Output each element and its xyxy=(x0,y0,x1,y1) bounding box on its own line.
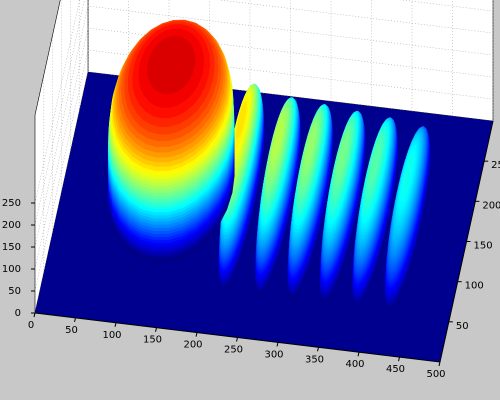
x-tick xyxy=(33,312,36,318)
surface-layer xyxy=(402,155,413,194)
x-tick-label: 0 xyxy=(28,320,34,331)
y-tick-label: 100 xyxy=(465,281,484,292)
x-tick xyxy=(236,337,238,342)
surface-layer xyxy=(272,118,284,157)
ridge xyxy=(319,110,366,304)
x-tick xyxy=(276,342,279,347)
x-tick-label: 300 xyxy=(264,349,283,360)
x-tick xyxy=(195,332,198,337)
y-tick-label: 250 xyxy=(491,160,500,171)
ridge xyxy=(254,97,301,296)
surface-layer xyxy=(337,134,349,174)
y-tick-label: 50 xyxy=(456,321,469,332)
grid-line xyxy=(34,27,494,270)
x-tick xyxy=(155,327,157,332)
x-tick-label: 250 xyxy=(224,345,243,356)
x-tick-label: 150 xyxy=(143,335,162,346)
z-tick-label: 50 xyxy=(8,286,21,297)
x-tick xyxy=(114,322,117,327)
z-tick-label: 0 xyxy=(15,308,21,319)
surface-layer xyxy=(304,126,316,166)
y-tick-label: 150 xyxy=(474,241,493,252)
x-tick xyxy=(74,317,76,323)
z-tick-label: 200 xyxy=(2,220,21,231)
surface-layer xyxy=(235,101,247,140)
z-tick-label: 250 xyxy=(2,198,21,209)
ridge xyxy=(287,104,334,300)
x-tick-label: 50 xyxy=(65,325,78,336)
x-tick-label: 350 xyxy=(305,354,324,365)
ridge xyxy=(384,126,431,311)
ridge xyxy=(218,83,265,291)
x-tick-label: 450 xyxy=(386,364,405,375)
x-tick xyxy=(317,347,319,352)
ridge xyxy=(352,117,399,307)
x-tick xyxy=(398,356,400,362)
x-tick xyxy=(438,361,441,367)
y-tick-label: 200 xyxy=(482,200,500,211)
z-tick-label: 150 xyxy=(2,242,21,253)
x-tick-label: 400 xyxy=(345,359,364,370)
x-tick-label: 100 xyxy=(102,330,121,341)
x-tick-label: 500 xyxy=(426,369,445,380)
x-tick-label: 200 xyxy=(183,340,202,351)
x-tick xyxy=(357,352,360,357)
surface-layer xyxy=(369,142,381,182)
surface-layer xyxy=(147,35,196,95)
main-peak xyxy=(107,19,235,262)
z-tick-label: 100 xyxy=(2,264,21,275)
